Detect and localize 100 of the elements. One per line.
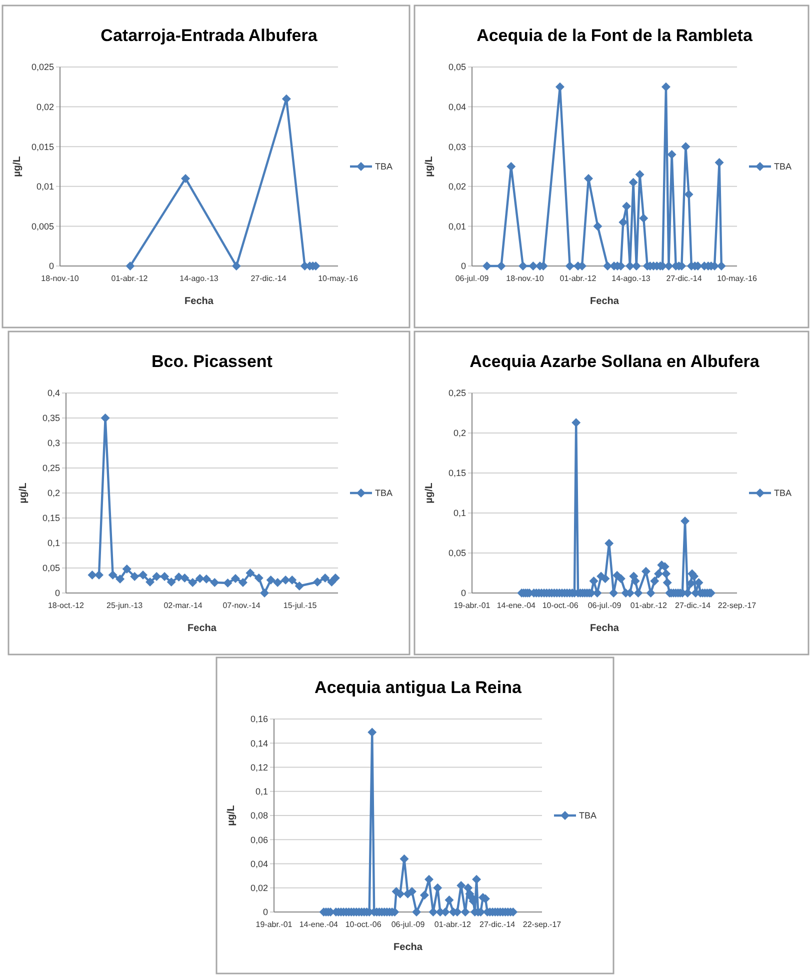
y-tick-label: 0,05: [448, 62, 466, 72]
x-tick-label: 01-abr.-12: [630, 601, 668, 610]
x-tick-label: 18-oct.-12: [48, 601, 85, 610]
y-tick-label: 0,05: [42, 563, 60, 574]
legend-label: TBA: [375, 162, 393, 172]
x-tick-label: 22-sep.-17: [522, 920, 562, 929]
y-tick-label: 0,25: [448, 388, 466, 398]
x-tick-label: 19-abr.-01: [454, 601, 491, 610]
legend-label: TBA: [774, 162, 792, 172]
y-axis-title: µg/L: [18, 482, 29, 504]
point: [330, 574, 340, 582]
x-tick-label: 14-ene.-04: [496, 601, 536, 610]
x-axis-title: Fecha: [188, 623, 217, 634]
y-tick-label: 0,2: [47, 488, 60, 498]
point: [100, 414, 110, 422]
y-axis-title: µg/L: [226, 805, 237, 826]
x-tick-label: 06-jul.-09: [455, 274, 490, 283]
chart-title: Acequia Azarbe Sollana en Albufera: [470, 352, 760, 371]
chart-title: Catarroja-Entrada Albufera: [100, 26, 318, 45]
point: [238, 578, 248, 587]
y-tick-label: 0,02: [36, 102, 54, 112]
point: [320, 574, 330, 582]
x-tick-label: 15-jul.-15: [283, 601, 318, 610]
y-tick-label: 0,3: [47, 438, 60, 448]
x-tick-label: 10-may.-16: [318, 274, 358, 283]
point: [260, 588, 269, 598]
legend-label: TBA: [579, 810, 597, 821]
point: [160, 572, 170, 581]
y-axis-title: µg/L: [12, 156, 23, 177]
point: [174, 572, 184, 582]
point: [635, 170, 644, 179]
point: [94, 570, 104, 580]
point: [273, 578, 282, 587]
x-axis-title: Fecha: [590, 296, 620, 307]
point: [266, 576, 276, 584]
y-tick-label: 0: [460, 261, 466, 272]
x-tick-label: 10-oct.-06: [542, 601, 579, 610]
point: [230, 574, 240, 583]
x-tick-label: 01-abr.-12: [560, 274, 597, 283]
point: [246, 568, 255, 578]
y-tick-label: 0,16: [250, 714, 268, 724]
x-tick-label: 01-abr.-12: [111, 274, 148, 283]
y-tick-label: 0,02: [448, 182, 466, 192]
point: [506, 162, 516, 171]
y-tick-label: 0,04: [250, 858, 268, 869]
y-tick-label: 0,12: [250, 762, 268, 772]
y-tick-label: 0,02: [250, 883, 268, 894]
y-axis-title: µg/L: [424, 482, 435, 504]
x-axis-title: Fecha: [590, 623, 620, 634]
y-tick-label: 0,01: [36, 182, 54, 192]
x-tick-label: 07-nov.-14: [222, 601, 261, 610]
point: [584, 174, 593, 183]
point: [116, 574, 125, 584]
y-tick-label: 0: [460, 588, 466, 598]
point: [166, 578, 176, 586]
point: [496, 262, 506, 270]
point: [482, 262, 492, 270]
y-tick-label: 0,06: [250, 834, 268, 845]
y-tick-label: 0,1: [453, 508, 466, 518]
point: [639, 214, 648, 223]
point: [88, 570, 97, 580]
point: [195, 574, 204, 583]
x-tick-label: 25-jun.-13: [106, 601, 144, 610]
x-tick-label: 06-jul.-09: [391, 920, 426, 929]
x-tick-label: 19-abr.-01: [256, 920, 293, 929]
x-tick-label: 18-nov.-10: [506, 274, 544, 283]
point: [555, 82, 564, 92]
y-tick-label: 0: [54, 588, 60, 598]
x-tick-label: 27-dic.-14: [666, 274, 702, 283]
x-tick-label: 10-may.-16: [717, 274, 758, 283]
point: [625, 262, 634, 270]
y-tick-label: 0,2: [453, 428, 466, 438]
x-tick-label: 27-dic.-14: [675, 601, 712, 610]
point: [126, 262, 135, 270]
x-axis-title: Fecha: [394, 942, 423, 953]
x-tick-label: 14-ago.-13: [180, 274, 219, 283]
y-tick-label: 0,005: [31, 221, 54, 232]
point: [661, 82, 670, 92]
x-tick-label: 27-dic.-14: [250, 274, 287, 283]
y-tick-label: 0,35: [42, 413, 60, 424]
point: [180, 574, 190, 582]
point: [122, 564, 132, 574]
y-tick-label: 0,08: [250, 810, 268, 821]
point: [518, 262, 528, 270]
x-tick-label: 02-mar.-14: [164, 601, 203, 610]
y-tick-label: 0,01: [448, 221, 466, 232]
point: [282, 94, 291, 104]
x-tick-label: 06-jul.-09: [588, 601, 622, 610]
x-tick-label: 10-oct.-06: [345, 920, 382, 929]
point: [628, 178, 638, 187]
y-tick-label: 0,14: [250, 738, 268, 748]
y-tick-label: 0,025: [31, 62, 54, 72]
x-tick-label: 18-nov.-10: [41, 274, 80, 283]
point: [593, 222, 602, 231]
x-axis-title: Fecha: [184, 296, 214, 307]
point: [223, 578, 232, 588]
x-tick-label: 14-ago.-13: [612, 274, 651, 283]
point: [565, 262, 574, 270]
point: [181, 174, 190, 183]
point: [138, 570, 148, 580]
